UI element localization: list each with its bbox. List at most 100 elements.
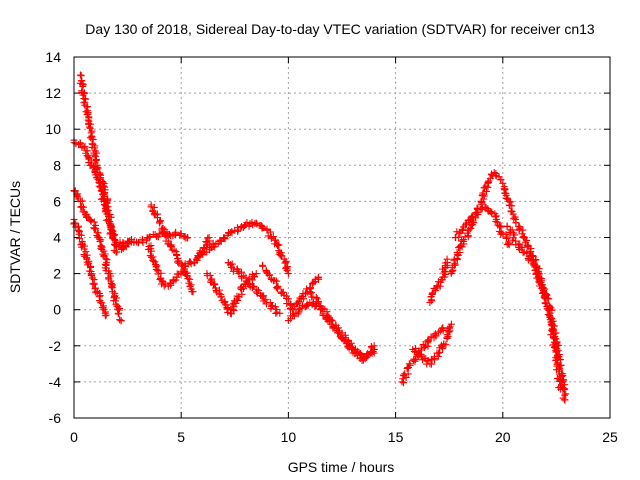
data-point [505,241,513,249]
data-marker [327,316,335,324]
data-marker [91,144,99,152]
data-marker [424,356,432,364]
data-marker [84,110,92,118]
data-marker [86,216,94,224]
data-point [443,255,451,263]
data-marker [96,238,104,246]
data-marker [116,316,124,324]
data-marker [250,282,258,290]
y-tick-label: 8 [53,157,61,173]
y-tick-label: 4 [53,230,61,246]
data-marker [467,213,475,221]
data-point [145,234,153,241]
y-tick-label: -6 [49,410,62,426]
data-point [370,342,378,350]
data-marker [551,335,559,343]
data-marker [253,220,261,228]
data-marker [103,216,111,224]
data-point [447,320,455,328]
data-marker [92,174,100,182]
data-marker [93,229,101,237]
data-marker [458,243,466,251]
x-tick-label: 0 [70,429,78,445]
series-arc-20 [503,222,566,393]
data-marker [273,277,281,285]
data-marker [283,267,291,275]
data-marker [546,314,554,322]
data-marker [167,243,175,251]
series-arc-9 [203,270,260,318]
data-marker [94,176,102,184]
data-marker [424,339,432,347]
data-marker [480,192,488,200]
data-point [430,331,438,339]
data-marker [258,223,266,231]
data-marker [254,286,262,294]
data-marker [233,292,241,300]
data-marker [405,360,413,368]
data-marker [201,248,209,256]
data-marker [525,252,533,260]
data-marker [228,301,236,309]
data-marker [284,295,292,303]
data-marker [174,258,182,266]
data-marker [534,274,542,282]
data-point [284,270,292,278]
x-tick-label: 20 [495,429,511,445]
data-marker [440,269,448,277]
data-point [102,311,110,319]
data-marker [274,282,282,290]
data-marker [520,234,528,242]
series-arc-18 [451,203,513,249]
data-marker [411,357,419,365]
data-marker [445,324,453,332]
data-point [76,71,84,79]
data-point [561,396,569,404]
data-marker [226,229,234,237]
data-marker [106,230,114,238]
data-marker [91,225,99,233]
data-marker [271,276,279,284]
series-arc-13 [306,288,378,364]
data-marker [421,343,429,351]
data-marker [497,229,505,237]
series-arc-8 [194,218,292,278]
data-marker [176,231,184,239]
data-marker [263,225,271,233]
data-marker [228,227,236,235]
data-marker [238,290,246,298]
data-marker [79,82,87,90]
data-marker [259,224,267,232]
data-point [434,349,442,357]
data-marker [346,341,354,349]
series-arc-11 [259,261,323,314]
data-marker [400,379,408,387]
data-point [188,288,196,296]
data-marker [114,303,122,311]
data-marker [530,261,538,269]
data-marker [84,153,92,161]
data-marker [307,289,315,297]
data-marker [109,233,117,241]
data-marker [479,189,487,197]
data-marker [319,305,327,313]
data-marker [78,203,86,211]
data-marker [178,261,186,269]
x-tick-label: 10 [281,429,297,445]
data-marker [406,361,414,369]
data-marker [430,354,438,362]
data-marker [456,249,464,257]
data-marker [517,244,525,252]
data-marker [518,230,526,238]
data-marker [300,295,308,303]
data-marker [281,259,289,267]
data-point [439,324,447,332]
data-marker [202,238,210,246]
data-marker [432,330,440,338]
data-marker [459,226,467,234]
data-marker [259,261,267,269]
data-marker [238,222,246,230]
x-tick-label: 5 [177,429,185,445]
data-marker [541,299,549,307]
data-marker [86,263,94,271]
